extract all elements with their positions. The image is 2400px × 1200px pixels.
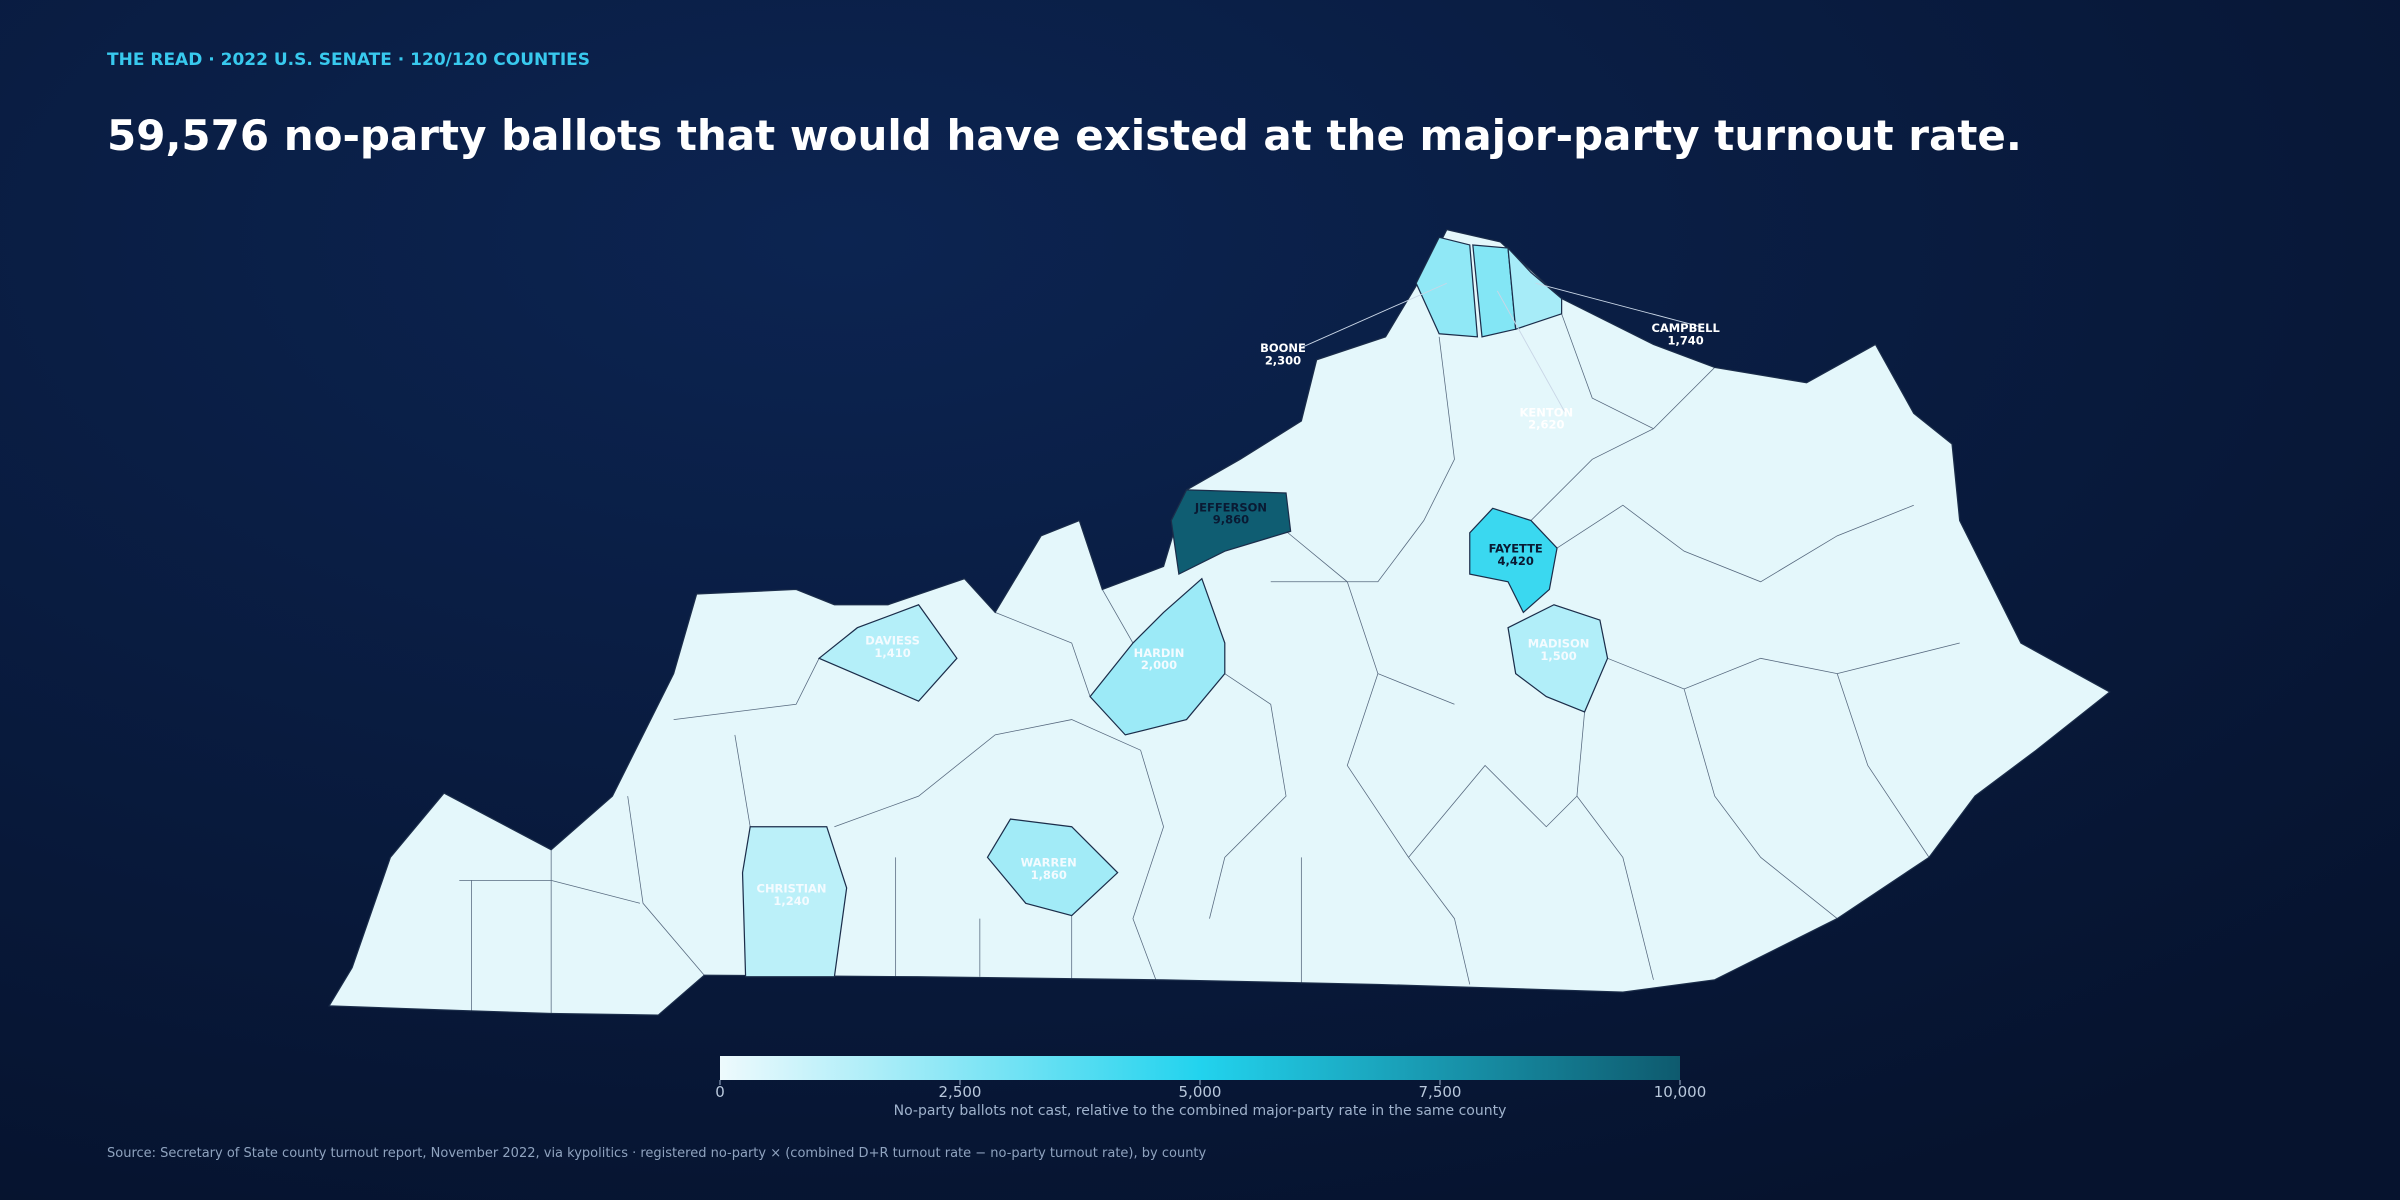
county-label: MADISON xyxy=(1528,637,1590,651)
colorbar-label: No-party ballots not cast, relative to t… xyxy=(894,1103,1507,1119)
county-label: WARREN xyxy=(1021,856,1077,870)
county-value: 2,620 xyxy=(1528,418,1564,432)
county-value: 2,300 xyxy=(1265,353,1301,367)
county-label: CHRISTIAN xyxy=(757,882,827,896)
county-value: 1,240 xyxy=(773,894,809,908)
kicker: THE READ · 2022 U.S. SENATE · 120/120 CO… xyxy=(107,50,590,70)
county-label: KENTON xyxy=(1520,405,1574,419)
county xyxy=(1170,489,1292,576)
county xyxy=(986,818,1119,917)
county-label: BOONE xyxy=(1260,341,1306,355)
county-lines xyxy=(459,313,1960,1014)
leader-line xyxy=(1496,290,1566,413)
county xyxy=(1415,236,1479,338)
county-value: 1,500 xyxy=(1540,649,1576,663)
county-label: FAYETTE xyxy=(1489,542,1543,556)
leader-line xyxy=(1535,282,1705,329)
county-label: HARDIN xyxy=(1134,646,1185,660)
county-label: CAMPBELL xyxy=(1651,321,1719,335)
county xyxy=(817,604,958,702)
headline: 59,576 no-party ballots that would have … xyxy=(107,111,2022,160)
colorbar-ramp xyxy=(720,1056,1680,1080)
county xyxy=(1089,577,1226,736)
colorbar: 0 2,500 5,000 7,500 10,000 xyxy=(715,1056,1706,1101)
county xyxy=(1469,507,1558,614)
county-value: 9,860 xyxy=(1213,513,1249,527)
county xyxy=(1507,246,1563,330)
colorbar-tick-label: 5,000 xyxy=(1179,1083,1222,1101)
county-label: DAVIESS xyxy=(865,634,920,648)
colorbar-tick-label: 2,500 xyxy=(939,1083,982,1101)
colorbar-tick-label: 7,500 xyxy=(1419,1083,1462,1101)
county-value: 1,410 xyxy=(874,646,910,660)
county-label: JEFFERSON xyxy=(1194,500,1267,514)
leader-line xyxy=(1301,282,1447,348)
county xyxy=(1507,604,1609,713)
source: Source: Secretary of State county turnou… xyxy=(107,1146,1207,1161)
county-value: 1,740 xyxy=(1667,333,1703,347)
county-value: 4,420 xyxy=(1498,554,1534,568)
county-value: 1,860 xyxy=(1031,868,1067,882)
county xyxy=(741,826,848,978)
colorbar-tick-label: 0 xyxy=(715,1083,725,1101)
county-value: 2,000 xyxy=(1141,658,1177,672)
state-outline xyxy=(328,228,2111,1016)
colorbar-tick-label: 10,000 xyxy=(1654,1083,1707,1101)
